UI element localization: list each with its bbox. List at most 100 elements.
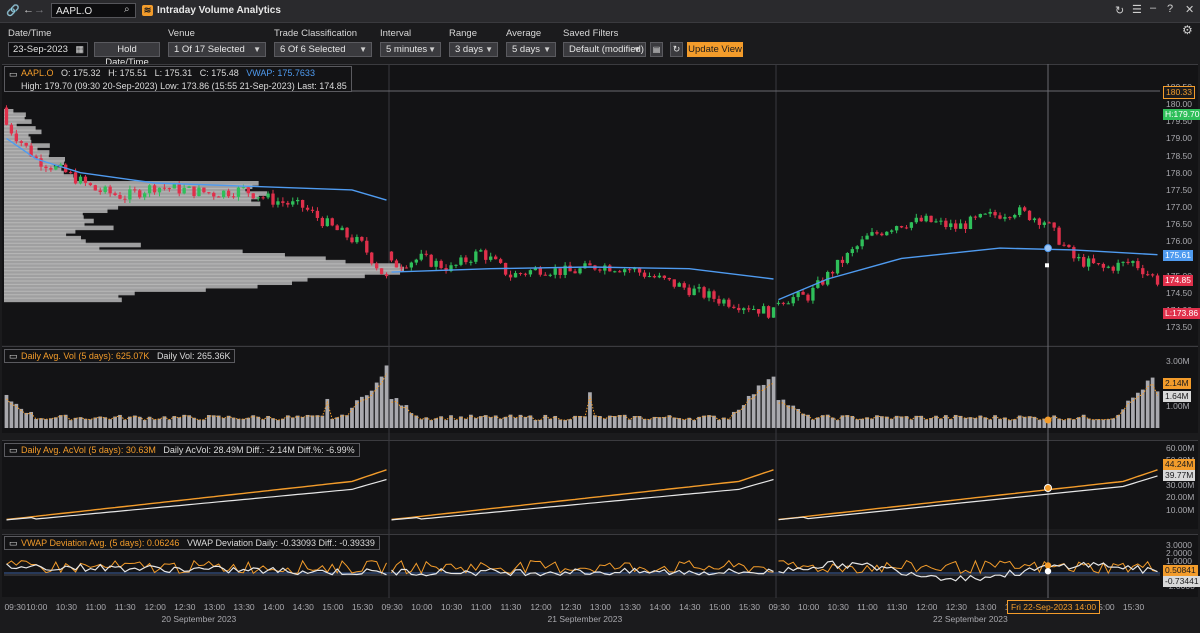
daily-deviation-line — [391, 567, 774, 577]
volume-profile-bar — [4, 177, 75, 183]
reset-icon[interactable]: ↻ — [670, 42, 683, 57]
candle-body — [286, 202, 290, 205]
help-icon[interactable]: ? — [1167, 3, 1174, 15]
interval-select[interactable]: 5 minutes ▼ — [380, 42, 441, 57]
volume-bar — [424, 417, 429, 428]
save-filter-icon[interactable]: ▤ — [650, 42, 663, 57]
candle-body — [379, 268, 384, 275]
volume-bar — [325, 398, 330, 428]
candle-body — [266, 193, 270, 198]
candle-body — [300, 199, 305, 208]
range-select[interactable]: 3 days ▼ — [449, 42, 498, 57]
volume-bar — [943, 415, 948, 428]
ric-input[interactable]: AAPL.O — [51, 3, 136, 18]
hold-datetime-button[interactable]: Hold Date/Time — [94, 42, 160, 68]
candle-body — [978, 213, 982, 218]
volume-profile-bar — [4, 163, 54, 169]
price-axis-tick: 176.00 — [1166, 236, 1192, 247]
candle-body — [350, 237, 354, 243]
volume-bar — [939, 418, 943, 428]
volume-profile-bar — [4, 157, 66, 162]
update-view-button[interactable]: Update View — [687, 42, 743, 57]
volume-bar — [692, 420, 697, 428]
calendar-icon[interactable]: ▦ — [75, 44, 84, 54]
candle-body — [49, 168, 53, 170]
forward-arrow-icon[interactable]: → — [34, 4, 45, 16]
candle-body — [1037, 218, 1042, 225]
search-icon[interactable]: ⌕ — [124, 4, 130, 15]
candle-body — [365, 240, 369, 253]
volume-bar — [197, 419, 201, 428]
candle-body — [1086, 258, 1091, 267]
deviation-avg-cursor-marker — [1044, 562, 1052, 569]
candle-body — [1131, 261, 1135, 263]
close-icon[interactable]: ✕ — [1185, 4, 1195, 16]
volume-profile-bar — [4, 287, 206, 292]
candle-body — [469, 261, 473, 263]
volume-bar — [44, 419, 48, 428]
saved-filters-select[interactable]: Default (modified) ▼ — [563, 42, 646, 57]
candle-body — [934, 221, 938, 223]
volume-bar — [216, 415, 221, 428]
volume-bar — [766, 379, 771, 428]
volume-profile-bar — [4, 242, 141, 248]
link-icon[interactable]: 🔗 — [6, 5, 20, 17]
volume-bar — [776, 400, 781, 428]
volume-bar — [364, 395, 369, 428]
x-axis-date-label: 20 September 2023 — [161, 614, 237, 624]
refresh-icon[interactable]: ↻ — [1115, 5, 1125, 17]
candle-body — [543, 274, 547, 276]
candle-body — [588, 263, 592, 266]
candle-body — [251, 193, 255, 199]
daily-acvol-label: Daily AcVol: 28.49M Diff.: -2.14M Diff.%… — [163, 445, 355, 455]
daily-deviation-line — [6, 563, 387, 576]
average-label: Average — [506, 28, 542, 39]
volume-bar — [904, 416, 909, 428]
volume-bar — [707, 415, 711, 428]
settings-gear-icon[interactable]: ⚙ — [1182, 23, 1193, 37]
high-price-tag: H:179.70 — [1163, 109, 1200, 120]
date-input[interactable]: 23-Sep-2023 ▦ — [8, 42, 88, 57]
candle-body — [578, 268, 582, 274]
low-price-tag: L:173.86 — [1163, 308, 1200, 319]
candle-body — [1091, 258, 1096, 264]
avg-deviation-label: VWAP Deviation Avg. (5 days): 0.06246 — [21, 538, 180, 548]
candle-body — [1121, 261, 1125, 263]
candle-body — [742, 308, 746, 311]
volume-bar — [1131, 397, 1135, 428]
candle-body — [855, 246, 859, 250]
candle-body — [241, 187, 246, 189]
candle-body — [118, 195, 122, 199]
volume-profile-bar — [4, 225, 114, 231]
legend-range: High: 179.70 (09:30 20-Sep-2023) Low: 17… — [21, 81, 347, 91]
volume-bar — [473, 418, 478, 428]
volume-bar — [637, 416, 642, 428]
vwap-line — [391, 266, 774, 280]
x-axis-time-tick: 15:30 — [1122, 602, 1145, 612]
average-select[interactable]: 5 days ▼ — [506, 42, 556, 57]
candle-body — [722, 299, 726, 304]
volume-bar — [731, 411, 736, 428]
volume-bar — [444, 420, 448, 428]
venue-select[interactable]: 1 Of 17 Selected ▼ — [168, 42, 266, 57]
volume-profile-bar — [4, 249, 243, 255]
candle-body — [389, 251, 394, 261]
volume-bar — [285, 415, 290, 428]
x-axis-time-tick: 10:30 — [55, 602, 77, 612]
candle-body — [221, 190, 226, 198]
back-arrow-icon[interactable]: ← — [23, 4, 34, 16]
volume-profile-bar — [4, 153, 49, 159]
volume-bar — [988, 419, 993, 428]
candle-body — [954, 223, 958, 229]
trade-classification-select[interactable]: 6 Of 6 Selected ▼ — [274, 42, 372, 57]
volume-bar — [295, 415, 300, 428]
volume-profile-bar — [4, 280, 292, 286]
menu-icon[interactable]: ☰ — [1132, 4, 1142, 16]
candle-body — [340, 227, 344, 231]
volume-bar — [147, 416, 152, 428]
candle-body — [1096, 263, 1101, 265]
candle-body — [747, 308, 751, 310]
candle-body — [177, 183, 181, 194]
candle-body — [717, 298, 721, 304]
minimize-icon[interactable]: – — [1150, 2, 1157, 14]
